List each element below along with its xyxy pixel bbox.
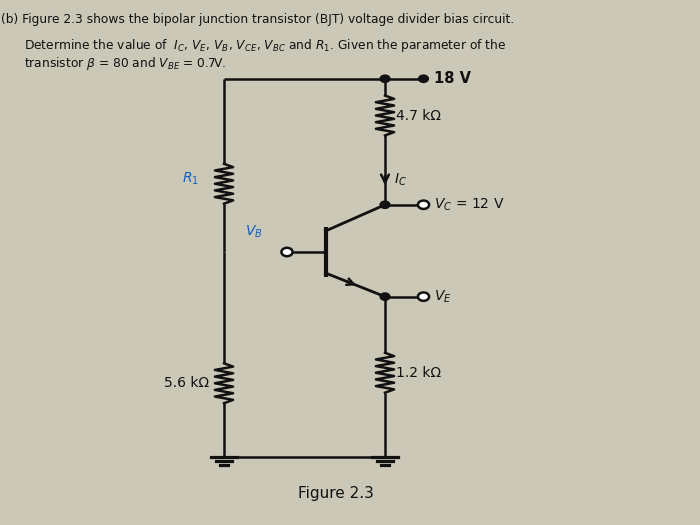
Text: Figure 2.3: Figure 2.3 xyxy=(298,486,374,501)
Text: 4.7 kΩ: 4.7 kΩ xyxy=(395,109,440,122)
Text: 1.2 kΩ: 1.2 kΩ xyxy=(395,366,440,380)
Text: $R_1$: $R_1$ xyxy=(182,170,199,187)
Circle shape xyxy=(380,201,390,208)
Text: Determine the value of  $I_C$, $V_E$, $V_B$, $V_{CE}$, $V_{BC}$ and $R_1$. Given: Determine the value of $I_C$, $V_E$, $V_… xyxy=(25,37,507,54)
Circle shape xyxy=(418,201,429,209)
Text: $V_B$: $V_B$ xyxy=(245,224,262,240)
Text: $V_C$ = 12 V: $V_C$ = 12 V xyxy=(434,196,505,213)
Circle shape xyxy=(419,75,428,82)
Circle shape xyxy=(380,293,390,300)
Circle shape xyxy=(281,248,293,256)
Text: $V_E$: $V_E$ xyxy=(434,288,452,305)
Text: 5.6 kΩ: 5.6 kΩ xyxy=(164,376,209,390)
Text: 18 V: 18 V xyxy=(434,71,471,86)
Text: $I_C$: $I_C$ xyxy=(394,171,407,188)
Circle shape xyxy=(418,292,429,301)
Circle shape xyxy=(380,75,390,82)
Text: (b) Figure 2.3 shows the bipolar junction transistor (BJT) voltage divider bias : (b) Figure 2.3 shows the bipolar junctio… xyxy=(1,13,514,26)
Text: transistor $\beta$ = 80 and $V_{BE}$ = 0.7V.: transistor $\beta$ = 80 and $V_{BE}$ = 0… xyxy=(25,55,227,72)
